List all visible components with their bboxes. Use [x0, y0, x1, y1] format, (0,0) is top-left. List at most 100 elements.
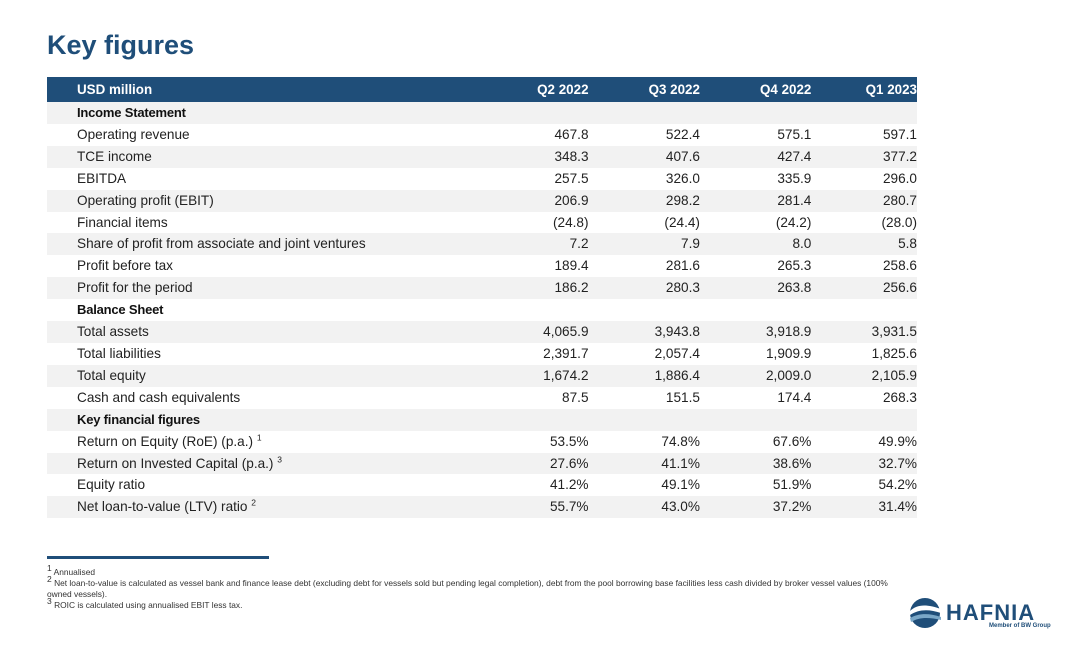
value-cell: 280.7 [882, 192, 917, 208]
value-cell: 43.0% [661, 499, 700, 515]
row-label-cell: TCE income [47, 146, 492, 168]
value-cell: 467.8 [554, 126, 589, 142]
value-cell: 7.9 [681, 236, 700, 252]
table-row: Financial items (24.8) (24.4) (24.2) (28.0) [47, 212, 917, 234]
table-row: Operating revenue 467.8 522.4 575.1 597.1 [47, 124, 917, 146]
value-cell: 206.9 [554, 192, 589, 208]
value-cell: (24.4) [664, 214, 700, 230]
row-label: Total assets [77, 324, 149, 340]
value-cell: 49.9% [878, 433, 917, 449]
value-cell: 3,918.9 [766, 324, 812, 340]
value-cell: 280.3 [665, 280, 700, 296]
row-label-cell: Total assets [47, 321, 492, 343]
row-label-cell: Total equity [47, 365, 492, 387]
value-cell: 348.3 [554, 148, 589, 164]
hafnia-logo: HAFNIA Member of BW Group [907, 596, 1057, 636]
row-label-cell: Share of profit from associate and joint… [47, 233, 492, 255]
value-cell: 2,391.7 [543, 345, 589, 361]
row-label-cell: Cash and cash equivalents [47, 387, 492, 409]
value-cell: 281.4 [777, 192, 812, 208]
table-body: Income Statement Operating revenue 467.8 52… [47, 102, 917, 519]
value-cell: 296.0 [882, 170, 917, 186]
value-cell: 32.7% [878, 455, 917, 471]
value-cell: 1,674.2 [543, 367, 589, 383]
section-title: Balance Sheet [77, 302, 164, 318]
row-label: Profit for the period [77, 280, 193, 296]
footnote-ref: 3 [277, 453, 282, 464]
row-label-cell: Return on Invested Capital (p.a.) 3 [47, 453, 492, 475]
row-label-cell: Financial items [47, 212, 492, 234]
value-cell: 2,009.0 [766, 367, 812, 383]
section-row: Key financial figures [47, 408, 917, 431]
value-cell: 1,886.4 [654, 367, 700, 383]
value-cell: 2,105.9 [871, 367, 917, 383]
table-row: Net loan-to-value (LTV) ratio 2 55.7% 43.0… [47, 496, 917, 519]
page-title: Key figures [47, 30, 195, 60]
value-cell: 31.4% [878, 499, 917, 515]
value-cell: 41.1% [661, 455, 700, 471]
table-row: Return on Invested Capital (p.a.) 3 27.6%… [47, 452, 917, 475]
table-row: Cash and cash equivalents 87.5 151.5 174.4 2… [47, 387, 917, 409]
value-cell: 189.4 [554, 258, 589, 274]
value-cell: 27.6% [549, 455, 589, 471]
table-row: Operating profit (EBIT) 206.9 298.2 281.4 28… [47, 189, 917, 212]
table-row: EBITDA 257.5 326.0 335.9 296.0 [47, 168, 917, 190]
section-title: Key financial figures [77, 411, 200, 427]
value-cell: 265.3 [777, 258, 812, 274]
value-cell: 151.5 [665, 389, 700, 405]
value-cell: 3,943.8 [654, 324, 700, 340]
value-cell: 258.6 [882, 258, 917, 274]
row-label: TCE income [77, 148, 152, 164]
table-row: Share of profit from associate and joint… [47, 233, 917, 256]
logo-wordmark: HAFNIA [946, 600, 1036, 625]
header-label: USD million [77, 82, 153, 97]
table-header: USD million Q2 2022 Q3 2022 Q4 2022 Q1 2… [47, 77, 917, 102]
table-row: TCE income 348.3 407.6 427.4 377.2 [47, 145, 917, 168]
row-label-cell: Profit before tax [47, 255, 492, 277]
value-cell: 4,065.9 [543, 324, 589, 340]
row-label-cell: Equity ratio [47, 474, 492, 496]
row-label-cell: Net loan-to-value (LTV) ratio 2 [47, 496, 492, 518]
value-cell: 174.4 [777, 389, 812, 405]
value-cell: 427.4 [777, 148, 812, 164]
row-label: Share of profit from associate and joint… [77, 236, 366, 252]
value-cell: 1,909.9 [766, 345, 812, 361]
table-row: Return on Equity (RoE) (p.a.) 1 53.5% 74.8… [47, 431, 917, 453]
value-cell: 335.9 [777, 170, 812, 186]
row-label: Financial items [77, 214, 168, 230]
value-cell: 268.3 [882, 389, 917, 405]
footnote-text: Annualised [53, 567, 96, 577]
row-label: Operating revenue [77, 126, 190, 142]
footnote-text: Net loan-to-value is calculated as vesse… [47, 578, 888, 599]
value-cell: 186.2 [554, 280, 589, 296]
value-cell: 87.5 [562, 389, 589, 405]
value-cell: 38.6% [772, 455, 812, 471]
row-label: Operating profit (EBIT) [77, 192, 214, 208]
table-row: Profit before tax 189.4 281.6 265.3 258.6 [47, 255, 917, 277]
value-cell: 1,825.6 [871, 345, 917, 361]
row-label: Total equity [77, 367, 146, 383]
row-label: Cash and cash equivalents [77, 389, 241, 405]
value-cell: 263.8 [777, 280, 812, 296]
section-row: Income Statement [47, 102, 917, 124]
footnotes: 1 Annualised 2 Net loan-to-value is calcu… [47, 564, 907, 611]
row-label-cell: Profit for the period [47, 277, 492, 299]
table-row: Equity ratio 41.2% 49.1% 51.9% 54.2% [47, 474, 917, 496]
row-label: Return on Invested Capital (p.a.) [77, 455, 274, 471]
footnote-text: ROIC is calculated using annualised EBIT… [54, 600, 243, 610]
row-label: Return on Equity (RoE) (p.a.) [77, 433, 254, 449]
header-q4-2022: Q4 2022 [759, 82, 812, 97]
section-title: Income Statement [77, 105, 186, 120]
table-row: Profit for the period 186.2 280.3 263.8 256.… [47, 277, 917, 300]
value-cell: 49.1% [661, 477, 700, 493]
footnote: 3 ROIC is calculated using annualised EB… [47, 597, 907, 611]
value-cell: 298.2 [665, 192, 700, 208]
row-label: EBITDA [77, 170, 127, 186]
value-cell: 51.9% [772, 477, 812, 493]
value-cell: 256.6 [882, 280, 917, 296]
value-cell: 53.5% [549, 433, 589, 449]
value-cell: 55.7% [549, 499, 589, 515]
table-row: Total liabilities 2,391.7 2,057.4 1,909.9 1,… [47, 343, 917, 365]
row-label: Total liabilities [77, 345, 161, 361]
